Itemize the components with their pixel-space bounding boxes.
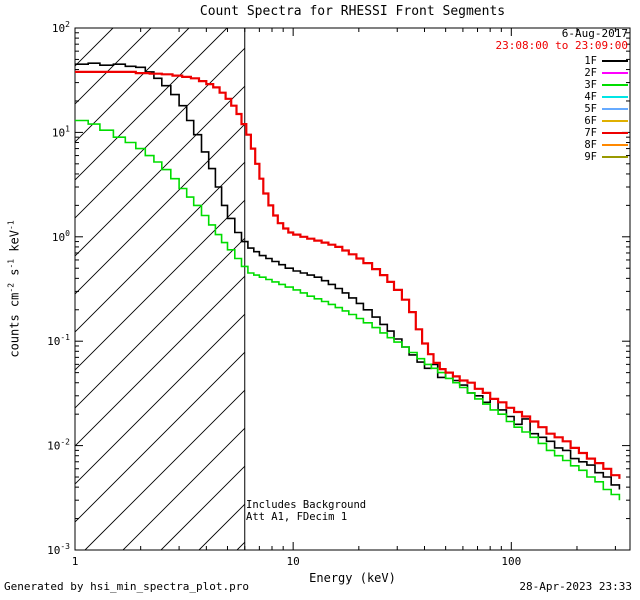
- legend-label: 3F: [584, 79, 597, 91]
- legend-color-swatch: [602, 60, 628, 62]
- y-axis-label: counts cm-2 s-1 keV-1: [7, 220, 22, 357]
- series-7F-line: [75, 70, 621, 479]
- x-tick-label: 1: [72, 555, 79, 568]
- legend-row-3F: 3F: [584, 79, 628, 91]
- legend-color-swatch: [602, 108, 628, 110]
- series-3F-line: [75, 119, 621, 501]
- legend-row-9F: 9F: [584, 151, 628, 163]
- legend-row-7F: 7F: [584, 127, 628, 139]
- y-tick-label: 102: [52, 20, 70, 35]
- legend-color-swatch: [602, 120, 628, 122]
- legend-row-4F: 4F: [584, 91, 628, 103]
- legend: 1F 2F 3F 4F 5F 6F 7F 8F 9F: [584, 55, 628, 163]
- x-tick-label: 100: [501, 555, 521, 568]
- time-range-header: 6-Aug-2017 23:08:00 to 23:09:00: [496, 28, 628, 52]
- y-axis-label-text: keV: [7, 229, 22, 259]
- includes-background-annotation: Includes Background: [246, 499, 367, 511]
- axis-ticks: 1 10 100 10-3 10-2 10-1 100 101 102: [47, 20, 630, 568]
- legend-color-swatch: [602, 144, 628, 146]
- x-tick-label: 10: [287, 555, 300, 568]
- legend-row-1F: 1F: [584, 55, 628, 67]
- legend-label: 1F: [584, 55, 597, 67]
- generator-credit: Generated by hsi_min_spectra_plot.pro: [4, 580, 250, 593]
- y-axis-label-text: s: [7, 268, 22, 283]
- legend-color-swatch: [602, 156, 628, 158]
- legend-label: 8F: [584, 139, 597, 151]
- x-axis-label: Energy (keV): [309, 571, 396, 585]
- legend-label: 6F: [584, 115, 597, 127]
- legend-label: 4F: [584, 91, 597, 103]
- y-axis-label-exponent: -1: [6, 220, 16, 230]
- plot-frame: [74, 27, 631, 551]
- y-tick-label: 101: [52, 124, 70, 139]
- y-tick-label: 10-1: [47, 333, 70, 348]
- plot-timestamp: 28-Apr-2023 23:33: [519, 580, 632, 593]
- legend-row-6F: 6F: [584, 115, 628, 127]
- legend-color-swatch: [602, 132, 628, 134]
- legend-row-5F: 5F: [584, 103, 628, 115]
- legend-color-swatch: [602, 96, 628, 98]
- y-tick-label: 10-3: [47, 542, 70, 557]
- y-tick-label: 100: [52, 229, 70, 244]
- legend-row-8F: 8F: [584, 139, 628, 151]
- y-axis-label-text: counts cm: [7, 292, 22, 358]
- legend-color-swatch: [602, 72, 628, 74]
- y-axis-label-exponent: -2: [6, 282, 16, 293]
- attenuator-annotation: Att A1, FDecim 1: [246, 511, 348, 523]
- legend-label: 9F: [584, 151, 597, 163]
- time-range-label: 23:08:00 to 23:09:00: [495, 39, 628, 52]
- y-axis-label-exponent: -1: [6, 258, 16, 269]
- legend-label: 5F: [584, 103, 597, 115]
- legend-row-2F: 2F: [584, 67, 628, 79]
- legend-color-swatch: [602, 84, 628, 86]
- legend-label: 7F: [584, 127, 597, 139]
- y-tick-label: 10-2: [47, 438, 70, 453]
- date-label: 6-Aug-2017: [561, 27, 628, 40]
- hatch-region: [75, 28, 245, 550]
- series-1F-line: [75, 62, 621, 490]
- legend-label: 2F: [584, 67, 597, 79]
- chart-title: Count Spectra for RHESSI Front Segments: [199, 4, 506, 19]
